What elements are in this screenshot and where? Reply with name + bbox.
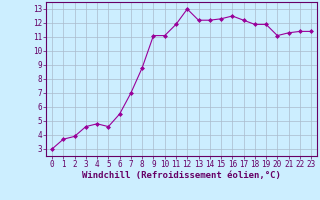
X-axis label: Windchill (Refroidissement éolien,°C): Windchill (Refroidissement éolien,°C): [82, 171, 281, 180]
